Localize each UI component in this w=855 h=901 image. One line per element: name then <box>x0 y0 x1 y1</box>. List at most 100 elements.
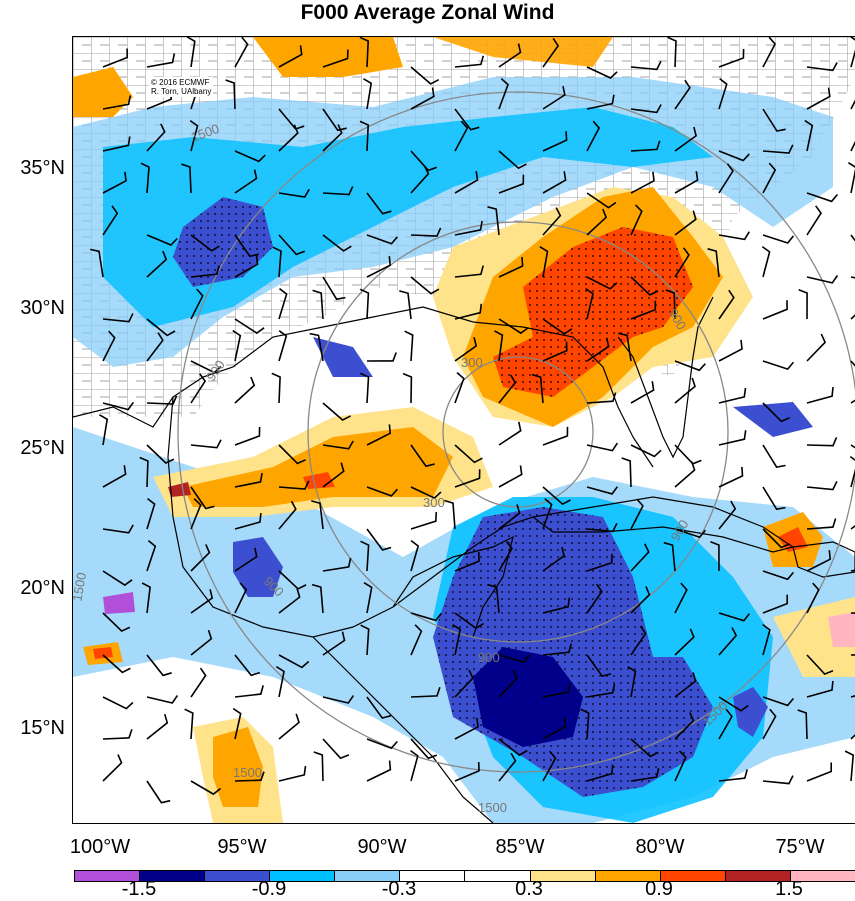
wind-barb <box>146 395 178 405</box>
wind-barb <box>586 654 612 678</box>
wind-barb <box>146 713 169 740</box>
wind-barb <box>141 582 151 614</box>
colorbar-swatch <box>205 871 271 881</box>
wind-barb <box>707 248 720 278</box>
wind-barb <box>542 643 572 656</box>
wind-barb <box>184 708 194 740</box>
wind-barb <box>674 750 687 782</box>
wind-barb <box>762 775 794 785</box>
wind-barb <box>762 486 786 511</box>
wind-barb <box>410 624 423 656</box>
wind-barb <box>278 500 297 530</box>
wind-barb <box>762 623 771 656</box>
wind-barb <box>234 255 259 278</box>
wind-barb <box>762 234 795 244</box>
wind-barb <box>498 257 524 278</box>
shading-purple-left <box>103 592 135 614</box>
wind-barb <box>542 85 566 110</box>
wind-barb <box>366 738 398 750</box>
wind-barb <box>322 402 351 421</box>
contour-label: 300 <box>423 495 445 510</box>
wind-barb <box>399 290 412 320</box>
wind-barb <box>494 330 504 362</box>
wind-barb <box>850 140 855 152</box>
wind-barb <box>498 318 529 335</box>
wind-barb <box>322 695 355 704</box>
wind-barb <box>454 55 485 68</box>
colorbar-swatch <box>270 871 336 881</box>
wind-barb <box>190 629 213 656</box>
wind-barb <box>850 99 855 110</box>
wind-barb <box>313 751 324 782</box>
wind-barb <box>232 707 242 740</box>
wind-barb <box>139 456 149 488</box>
colorbar-swatch <box>75 871 141 881</box>
wind-barb <box>102 754 123 782</box>
wind-barb <box>762 37 777 68</box>
copyright-credit: © 2016 ECMWF R. Torn, UAlbany <box>149 77 214 97</box>
map-panel[interactable]: 1500 900 300 300 900 900 1500 1500 1500 … <box>72 36 855 824</box>
shading-orange-gulf <box>183 427 453 507</box>
wind-barb <box>806 437 838 447</box>
wind-barb <box>360 540 370 572</box>
colorbar-label: -1.5 <box>121 878 157 900</box>
wind-barb <box>586 683 616 698</box>
wind-barb <box>146 332 164 362</box>
colorbar-label: 0.3 <box>515 878 543 900</box>
wind-barb <box>798 288 808 320</box>
wind-barb <box>718 339 743 362</box>
wind-barb <box>674 210 697 236</box>
wind-barb <box>322 49 349 68</box>
wind-barb <box>146 318 176 337</box>
wind-barb <box>410 687 441 698</box>
wind-barb <box>102 48 129 68</box>
wind-barb <box>322 462 345 488</box>
wind-barb <box>454 220 483 236</box>
wind-barb <box>278 444 306 465</box>
shading-orange-north <box>253 37 403 77</box>
wind-barb <box>102 465 127 488</box>
wind-barb <box>844 750 855 782</box>
wind-barb <box>498 504 521 530</box>
wind-barb <box>542 131 568 152</box>
wind-barb <box>586 522 618 533</box>
wind-barb <box>410 165 430 194</box>
wind-barb <box>542 318 573 335</box>
wind-barb <box>359 120 370 152</box>
wind-barb <box>674 247 690 278</box>
colorbar-swatch <box>660 871 726 881</box>
wind-barb <box>234 234 259 258</box>
wind-barb <box>498 174 525 194</box>
wind-barb <box>806 582 820 614</box>
wind-barb <box>454 669 474 698</box>
wind-barb <box>586 66 618 79</box>
wind-barb <box>366 528 392 551</box>
wind-barb <box>797 709 808 740</box>
wind-barb <box>278 588 301 614</box>
wind-barb <box>454 761 480 782</box>
wind-barb <box>190 667 207 698</box>
map-title: F000 Average Zonal Wind <box>300 1 555 24</box>
lon-label-95w: 95°W <box>217 836 267 858</box>
lon-label-100w: 100°W <box>69 836 131 858</box>
wind-barb <box>190 544 211 572</box>
wind-barb <box>454 612 485 630</box>
zonal-wind-map[interactable]: 1500 900 300 300 900 900 1500 1500 1500 … <box>73 37 855 823</box>
wind-barb <box>806 205 822 236</box>
wind-barb <box>234 513 262 530</box>
wind-barb <box>102 205 119 236</box>
wind-barb <box>454 552 480 572</box>
wind-barb <box>363 78 373 110</box>
wind-barb <box>234 547 258 572</box>
wind-barb <box>272 246 282 278</box>
wind-barb <box>718 466 744 488</box>
wind-barb <box>762 360 795 371</box>
wind-barb <box>718 163 734 194</box>
wind-barb <box>366 696 392 719</box>
wind-barb <box>762 594 788 614</box>
wind-barb <box>762 570 795 581</box>
wind-barb <box>146 123 166 152</box>
wind-barb <box>410 612 443 622</box>
shading-orange-top-right <box>433 37 613 67</box>
wind-barb <box>454 444 483 464</box>
